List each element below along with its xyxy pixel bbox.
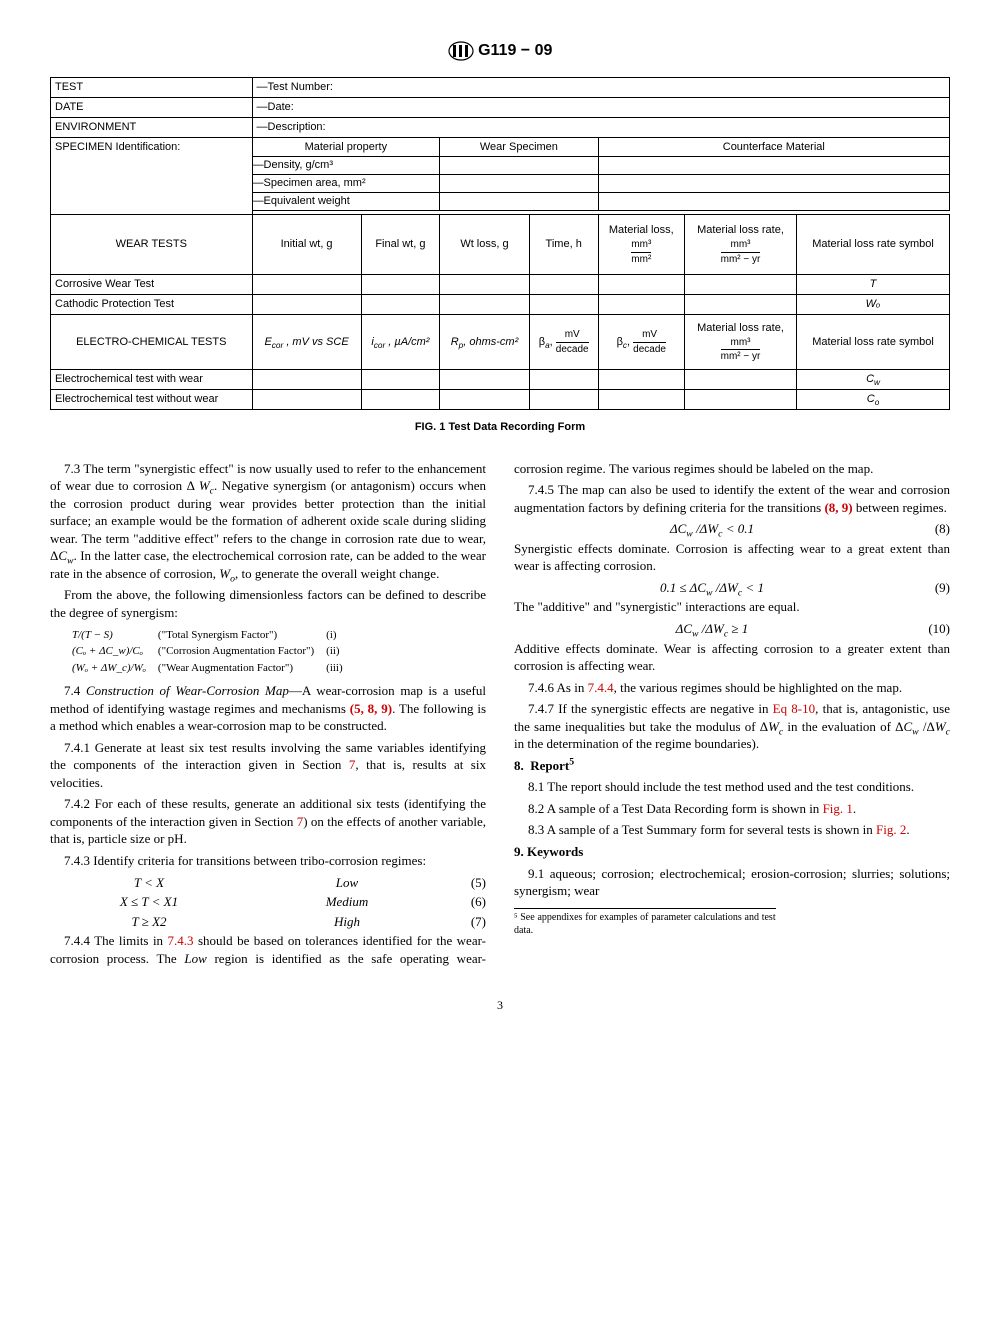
para-7-4-5: 7.4.5 The map can also be used to identi… bbox=[514, 481, 950, 516]
astm-logo-icon bbox=[448, 40, 474, 62]
equation-7: T ≥ X2High(7) bbox=[50, 913, 486, 931]
designation: G119 − 09 bbox=[478, 42, 552, 59]
specimen-sublines: —Density, g/cm³ —Specimen area, mm² —Equ… bbox=[253, 157, 440, 210]
para-8-1: 8.1 The report should include the test m… bbox=[514, 778, 950, 796]
equation-8: ΔCw /ΔWc < 0.1(8) bbox=[514, 520, 950, 538]
figure-caption: FIG. 1 Test Data Recording Form bbox=[50, 420, 950, 435]
para-7-4: 7.4 Construction of Wear-Corrosion Map—A… bbox=[50, 682, 486, 735]
para-7-3b: From the above, the following dimensionl… bbox=[50, 586, 486, 621]
para-7-4-3: 7.4.3 Identify criteria for transitions … bbox=[50, 852, 486, 870]
para-8-3: 8.3 A sample of a Test Summary form for … bbox=[514, 821, 950, 839]
footnote-5: ⁵ See appendixes for examples of paramet… bbox=[514, 908, 776, 938]
equation-10: ΔCw /ΔWc ≥ 1(10) bbox=[514, 620, 950, 638]
col-counterface: Counterface Material bbox=[598, 137, 949, 157]
document-header: G119 − 09 bbox=[50, 40, 950, 62]
eq8-desc: Synergistic effects dominate. Corrosion … bbox=[514, 540, 950, 575]
col-material-property: Material property bbox=[252, 137, 440, 157]
para-9-1: 9.1 aqueous; corrosion; electrochemical;… bbox=[514, 865, 950, 900]
section-8-heading: 8. Report5 bbox=[514, 757, 950, 775]
para-8-2: 8.2 A sample of a Test Data Recording fo… bbox=[514, 800, 950, 818]
equation-5: T < XLow(5) bbox=[50, 874, 486, 892]
section-9-heading: 9. Keywords bbox=[514, 843, 950, 861]
test-data-form-table: TEST —Test Number: DATE —Date: ENVIRONME… bbox=[50, 77, 950, 410]
body-text: 7.3 The term "synergistic effect" is now… bbox=[50, 460, 950, 968]
env-field: —Description: bbox=[252, 117, 949, 137]
factors-table: T/(T − S)("Total Synergism Factor")(i) (… bbox=[70, 626, 355, 679]
date-label: DATE bbox=[51, 97, 253, 117]
equation-6: X ≤ T < X1Medium(6) bbox=[50, 893, 486, 911]
para-7-4-7: 7.4.7 If the synergistic effects are neg… bbox=[514, 700, 950, 753]
para-7-4-6: 7.4.6 As in 7.4.4, the various regimes s… bbox=[514, 679, 950, 697]
specimen-label: SPECIMEN Identification: bbox=[51, 137, 253, 210]
electrochemical-tests-label: ELECTRO-CHEMICAL TESTS bbox=[51, 315, 253, 370]
material-loss-header: Material loss, mm³mm² bbox=[598, 215, 684, 275]
wear-tests-label: WEAR TESTS bbox=[51, 215, 253, 275]
material-loss-rate-header: Material loss rate, mm³mm² − yr bbox=[684, 215, 796, 275]
eq10-desc: Additive effects dominate. Wear is affec… bbox=[514, 640, 950, 675]
date-field: —Date: bbox=[252, 97, 949, 117]
test-field: —Test Number: bbox=[252, 78, 949, 98]
para-7-3: 7.3 The term "synergistic effect" is now… bbox=[50, 460, 486, 583]
para-7-4-1: 7.4.1 Generate at least six test results… bbox=[50, 739, 486, 792]
equation-9: 0.1 ≤ ΔCw /ΔWc < 1(9) bbox=[514, 579, 950, 597]
page-number: 3 bbox=[50, 997, 950, 1013]
test-label: TEST bbox=[51, 78, 253, 98]
col-wear-specimen: Wear Specimen bbox=[440, 137, 598, 157]
para-7-4-2: 7.4.2 For each of these results, generat… bbox=[50, 795, 486, 848]
eq9-desc: The "additive" and "synergistic" interac… bbox=[514, 598, 950, 616]
env-label: ENVIRONMENT bbox=[51, 117, 253, 137]
